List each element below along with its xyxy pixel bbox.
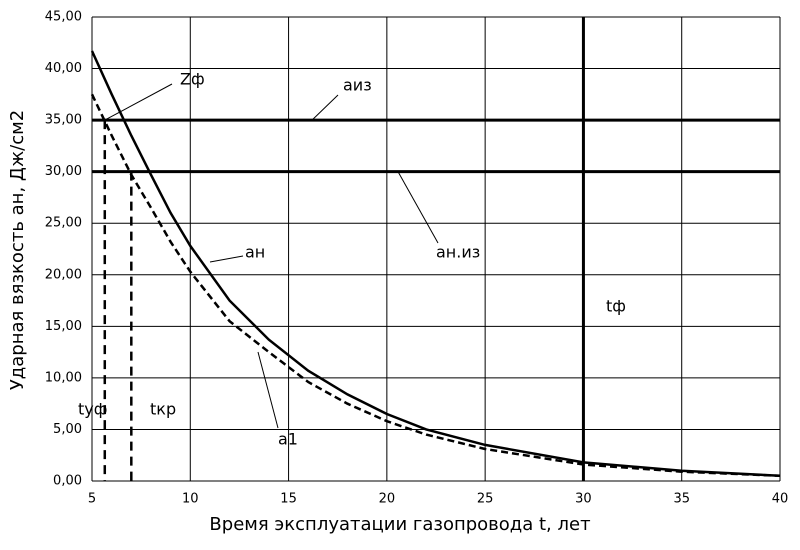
x-tick-label: 25 <box>477 492 494 507</box>
y-tick-label: 25,00 <box>45 216 82 231</box>
y-tick-label: 0,00 <box>53 474 82 489</box>
x-tick-label: 15 <box>280 492 297 507</box>
y-tick-label: 20,00 <box>45 267 82 282</box>
annotation: tкр <box>150 400 176 419</box>
annotation: a1 <box>278 430 298 449</box>
data-line <box>90 93 781 478</box>
x-tick-label: 20 <box>379 492 396 507</box>
leader-line <box>257 351 279 429</box>
annotation: Zф <box>180 70 205 89</box>
x-tick-label: 10 <box>182 492 199 507</box>
annotation: aн <box>245 243 265 262</box>
annotation: aн.из <box>436 243 480 262</box>
x-tick-label: 35 <box>673 492 690 507</box>
leader-line <box>397 171 439 244</box>
annotation: tуф <box>78 400 107 419</box>
x-tick-label: 30 <box>575 492 592 507</box>
data-line <box>90 50 781 478</box>
y-axis-label: Ударная вязкость aн, Дж/см2 <box>7 110 28 390</box>
x-axis-label: Время эксплуатации газопровода t, лет <box>209 514 590 535</box>
y-tick-label: 5,00 <box>53 422 82 437</box>
y-tick-label: 45,00 <box>45 10 82 25</box>
annotation: tф <box>606 297 626 316</box>
y-tick-label: 10,00 <box>45 370 82 385</box>
leader-line <box>209 255 244 263</box>
leader-line <box>311 94 339 121</box>
x-tick-label: 40 <box>772 492 789 507</box>
y-tick-label: 15,00 <box>45 319 82 334</box>
leader-line <box>104 83 173 121</box>
y-tick-label: 40,00 <box>45 61 82 76</box>
y-tick-label: 30,00 <box>45 164 82 179</box>
x-tick-label: 5 <box>88 492 96 507</box>
annotation: aиз <box>343 76 372 95</box>
y-tick-label: 35,00 <box>45 113 82 128</box>
